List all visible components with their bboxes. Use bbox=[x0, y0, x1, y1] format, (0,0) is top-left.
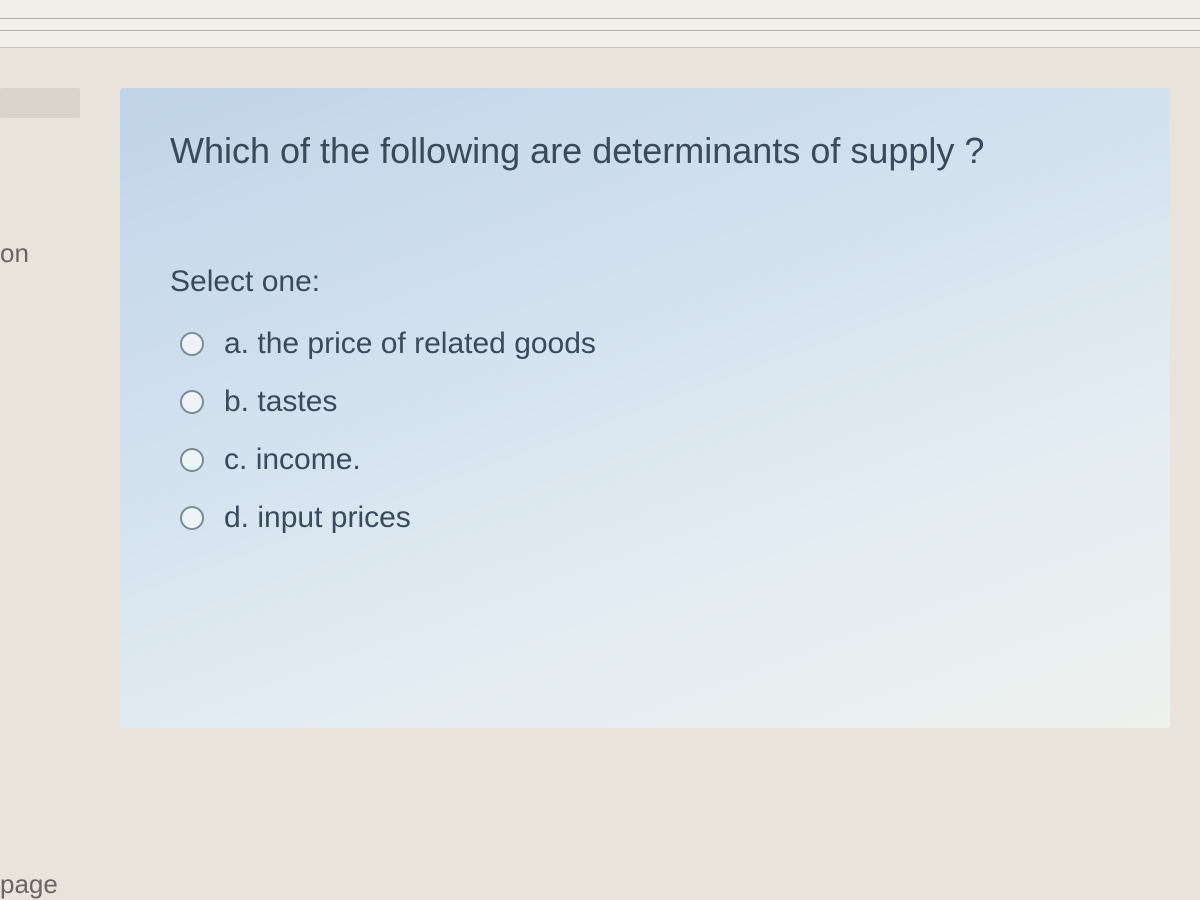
option-b-text: tastes bbox=[257, 385, 337, 418]
option-d-letter: d. bbox=[224, 501, 249, 534]
radio-d[interactable] bbox=[180, 506, 204, 530]
question-prompt: Which of the following are determinants … bbox=[170, 128, 1120, 175]
option-a-text: the price of related goods bbox=[257, 327, 596, 360]
option-a-letter: a. bbox=[224, 327, 249, 360]
sidebar: on page bbox=[0, 48, 90, 900]
radio-b[interactable] bbox=[180, 390, 204, 414]
main-area: Which of the following are determinants … bbox=[90, 48, 1200, 900]
option-a[interactable]: a. the price of related goods bbox=[180, 327, 1120, 361]
option-d-label[interactable]: d. input prices bbox=[224, 501, 411, 535]
sidebar-block bbox=[0, 88, 80, 118]
page-body: on page Which of the following are deter… bbox=[0, 48, 1200, 900]
options-group: a. the price of related goods b. tastes … bbox=[170, 327, 1120, 535]
option-b[interactable]: b. tastes bbox=[180, 385, 1120, 419]
option-d[interactable]: d. input prices bbox=[180, 501, 1120, 535]
option-c-label[interactable]: c. income. bbox=[224, 443, 361, 477]
option-c-text: income. bbox=[256, 443, 361, 476]
option-b-label[interactable]: b. tastes bbox=[224, 385, 337, 419]
divider-line bbox=[0, 30, 1200, 31]
divider-line bbox=[0, 18, 1200, 19]
sidebar-nav-label-top[interactable]: on bbox=[0, 238, 29, 269]
option-a-label[interactable]: a. the price of related goods bbox=[224, 327, 596, 361]
radio-c[interactable] bbox=[180, 448, 204, 472]
sidebar-nav-label-bottom[interactable]: page bbox=[0, 869, 58, 900]
radio-a[interactable] bbox=[180, 332, 204, 356]
option-c-letter: c. bbox=[224, 443, 247, 476]
instruction-label: Select one: bbox=[170, 265, 1120, 299]
question-card: Which of the following are determinants … bbox=[120, 88, 1170, 728]
option-c[interactable]: c. income. bbox=[180, 443, 1120, 477]
option-d-text: input prices bbox=[257, 501, 410, 534]
top-bar bbox=[0, 0, 1200, 48]
option-b-letter: b. bbox=[224, 385, 249, 418]
